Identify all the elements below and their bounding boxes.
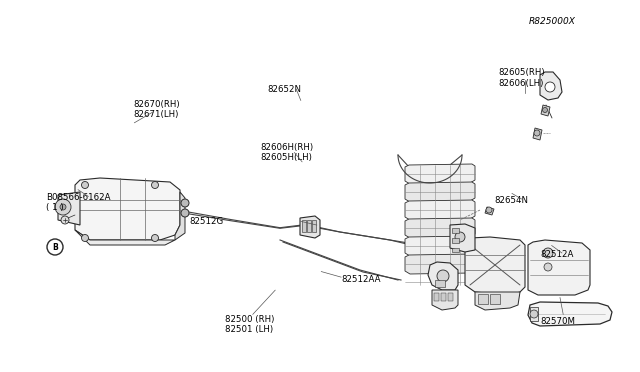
- Polygon shape: [75, 230, 175, 245]
- Polygon shape: [405, 218, 475, 238]
- Text: 82500 (RH)
82501 (LH): 82500 (RH) 82501 (LH): [225, 315, 275, 334]
- Bar: [490, 294, 500, 304]
- Polygon shape: [528, 240, 590, 295]
- Text: B08566-6162A
( 1 ): B08566-6162A ( 1 ): [46, 193, 111, 212]
- Polygon shape: [528, 302, 612, 326]
- Circle shape: [55, 199, 71, 215]
- Circle shape: [181, 199, 189, 207]
- Circle shape: [530, 310, 538, 318]
- Circle shape: [544, 263, 552, 271]
- Text: B: B: [52, 243, 58, 251]
- Bar: [441, 293, 446, 301]
- Polygon shape: [175, 192, 185, 240]
- Bar: [434, 293, 439, 301]
- Circle shape: [437, 270, 449, 282]
- Bar: [478, 294, 488, 304]
- Polygon shape: [465, 237, 525, 295]
- Bar: [302, 220, 306, 232]
- Circle shape: [486, 207, 492, 213]
- Text: 82570M: 82570M: [540, 317, 575, 326]
- Circle shape: [47, 239, 63, 255]
- Polygon shape: [405, 182, 475, 202]
- Polygon shape: [300, 216, 320, 238]
- Circle shape: [181, 209, 189, 217]
- Polygon shape: [533, 128, 542, 140]
- Bar: [452, 248, 459, 252]
- Circle shape: [60, 204, 66, 210]
- Bar: [452, 228, 459, 233]
- Polygon shape: [541, 105, 550, 116]
- Polygon shape: [432, 290, 458, 310]
- Bar: [448, 293, 453, 301]
- Circle shape: [543, 108, 547, 112]
- Text: 82670(RH)
82671(LH): 82670(RH) 82671(LH): [133, 100, 180, 119]
- Circle shape: [81, 182, 88, 189]
- Circle shape: [152, 234, 159, 241]
- Bar: [307, 220, 311, 232]
- Text: 82512G: 82512G: [189, 217, 224, 226]
- Text: 82605(RH)
82606(LH): 82605(RH) 82606(LH): [498, 68, 545, 88]
- Polygon shape: [405, 254, 475, 274]
- Text: 82654N: 82654N: [495, 196, 529, 205]
- Polygon shape: [450, 224, 475, 252]
- Bar: [452, 238, 459, 243]
- Text: 82606H(RH)
82605H(LH): 82606H(RH) 82605H(LH): [260, 143, 314, 162]
- Bar: [530, 307, 538, 321]
- Polygon shape: [58, 192, 80, 225]
- Circle shape: [61, 216, 69, 224]
- Text: 82512A: 82512A: [540, 250, 573, 259]
- Bar: [312, 220, 316, 232]
- Circle shape: [545, 82, 555, 92]
- Circle shape: [455, 232, 465, 242]
- Polygon shape: [405, 164, 475, 184]
- Polygon shape: [485, 207, 494, 215]
- Text: 82512AA: 82512AA: [341, 275, 381, 283]
- Circle shape: [81, 234, 88, 241]
- Circle shape: [534, 130, 540, 136]
- Polygon shape: [540, 72, 562, 100]
- Text: R825000X: R825000X: [529, 17, 575, 26]
- Circle shape: [543, 248, 553, 258]
- Polygon shape: [75, 178, 180, 240]
- Polygon shape: [428, 262, 458, 290]
- Text: 82652N: 82652N: [267, 85, 301, 94]
- Polygon shape: [405, 236, 475, 256]
- Circle shape: [152, 182, 159, 189]
- Bar: [435, 280, 445, 287]
- Polygon shape: [405, 200, 475, 220]
- Polygon shape: [475, 292, 520, 310]
